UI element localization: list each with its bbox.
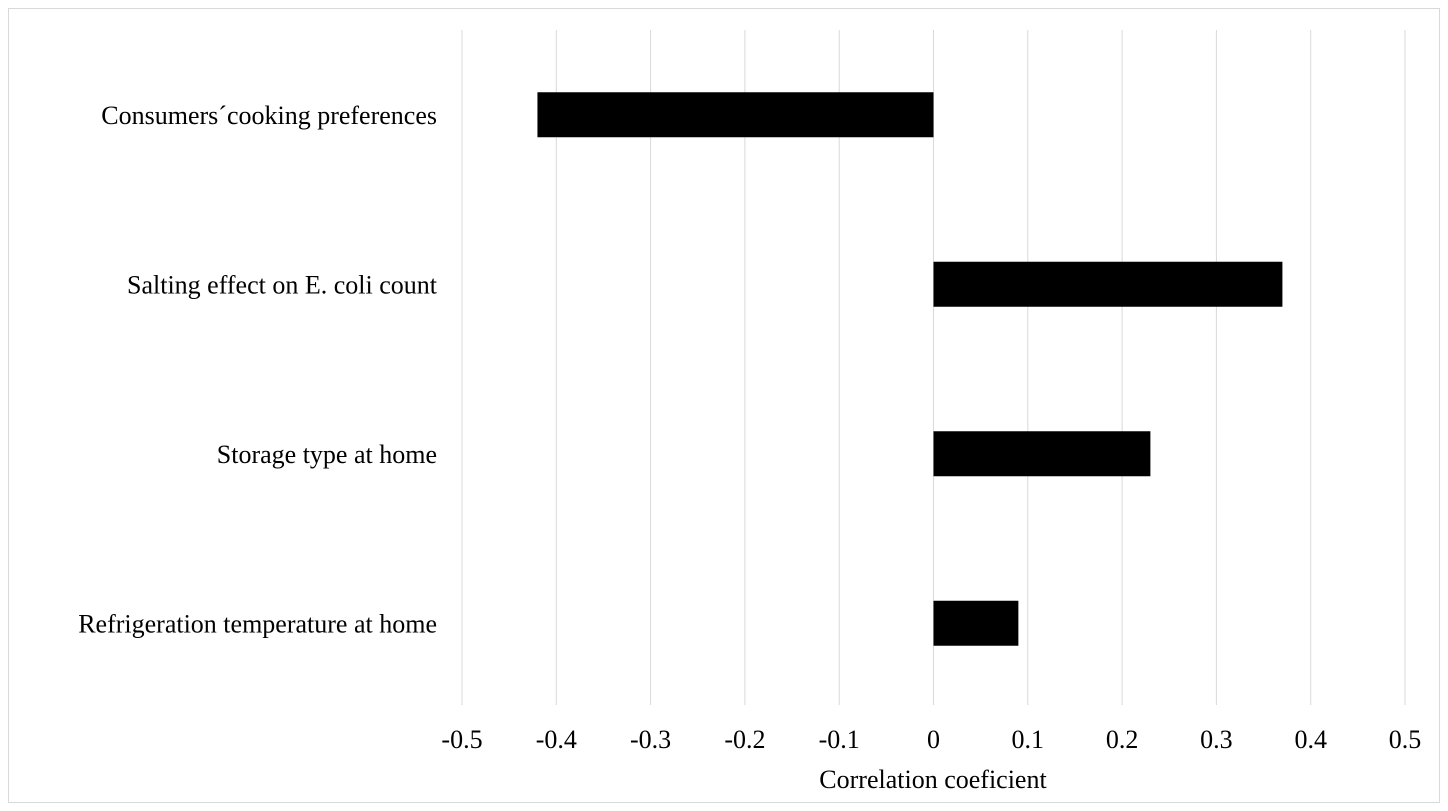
gridlines <box>461 30 1406 705</box>
x-tick-labels: -0.5 -0.4 -0.3 -0.2 -0.1 0 0.1 0.2 0.3 0.4 0.5 <box>441 725 1421 754</box>
x-tick-label: 0.1 <box>1012 725 1045 754</box>
category-label: Consumers´cooking preferences <box>101 101 437 130</box>
x-axis-title: Correlation coeficient <box>819 765 1047 794</box>
x-tick-label: 0.5 <box>1389 725 1422 754</box>
bar <box>933 431 1151 477</box>
x-tick-label: -0.1 <box>819 725 860 754</box>
category-label: Refrigeration temperature at home <box>78 609 437 638</box>
x-tick-label: 0.4 <box>1294 725 1327 754</box>
x-tick-label: 0 <box>927 725 940 754</box>
bars <box>537 92 1283 646</box>
category-label: Salting effect on E. coli count <box>127 270 438 299</box>
x-tick-label: -0.2 <box>724 725 765 754</box>
x-tick-label: 0.3 <box>1200 725 1233 754</box>
bar <box>537 92 934 138</box>
bar <box>933 600 1019 646</box>
chart-frame <box>8 8 1440 803</box>
category-label: Storage type at home <box>217 440 437 469</box>
x-tick-label: 0.2 <box>1106 725 1139 754</box>
x-tick-label: -0.4 <box>536 725 577 754</box>
x-tick-label: -0.5 <box>441 725 482 754</box>
category-labels: Consumers´cooking preferences Salting eff… <box>78 101 438 639</box>
x-tick-label: -0.3 <box>630 725 671 754</box>
bar <box>933 261 1283 307</box>
